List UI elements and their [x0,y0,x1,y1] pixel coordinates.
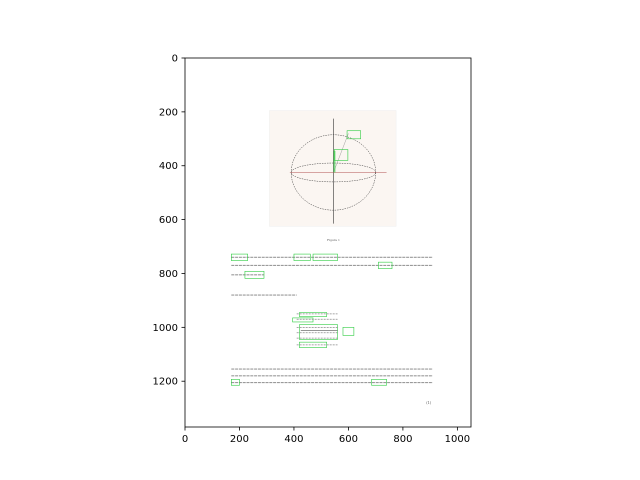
page-number: (1) [426,401,432,405]
inline-math-box [293,253,311,261]
y-tick-label: 1200 [153,377,178,388]
y-tick-label: 1000 [153,323,178,334]
inline-math-box [231,253,248,261]
equation-box [299,324,338,340]
figure-label-box [346,130,361,140]
equation-box [292,317,314,323]
figure-caption: Figure 1 [327,238,340,242]
equation-box [342,327,355,336]
axes-frame [184,57,472,428]
x-tick-label: 1000 [445,434,470,445]
x-tick-label: 400 [284,434,303,445]
y-tick-label: 600 [159,215,178,226]
y-tick-label: 200 [159,107,178,118]
equation-box [299,341,327,348]
x-tick-label: 200 [230,434,249,445]
figure-highlight-bar [333,150,336,173]
x-tick-label: 600 [339,434,358,445]
y-tick-label: 800 [159,269,178,280]
inline-math-box [312,253,338,261]
equation-box [299,312,327,317]
figure-photo [269,110,397,227]
document-image: Figure 1Dividing by ... and ... gives, a… [231,110,433,405]
x-tick-label: 800 [393,434,412,445]
inline-math-box [378,261,393,269]
y-tick-label: 0 [172,54,178,65]
x-axis-ticks: 0 200 400 600 800 1000 [182,427,470,445]
x-tick-label: 0 [182,434,188,445]
y-axis-ticks: 0 200 400 600 800 1000 1200 [153,54,185,388]
inline-math-box [244,271,265,279]
radius-line [333,133,349,173]
plot-axes [184,57,472,428]
inline-math-box [231,379,240,386]
y-tick-label: 400 [159,161,178,172]
inline-math-box [371,379,387,386]
